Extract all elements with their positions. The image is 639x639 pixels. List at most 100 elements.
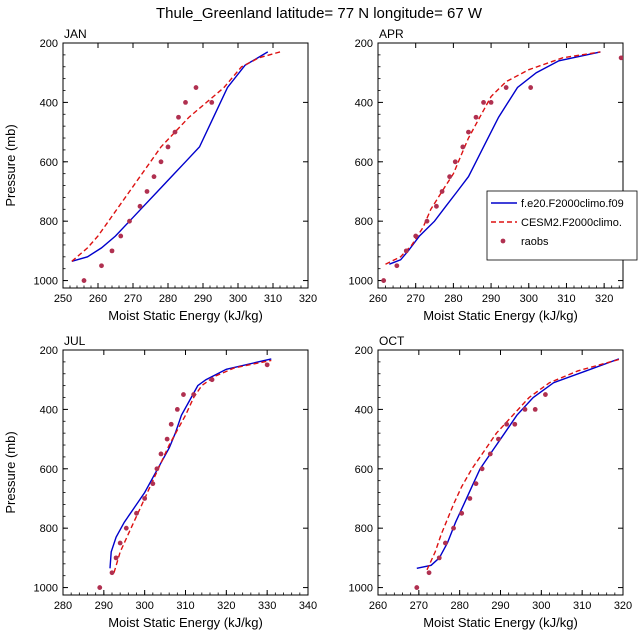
- y-axis-label: Pressure (mb): [3, 431, 18, 513]
- raobs-point: [113, 555, 119, 561]
- raobs-point: [144, 189, 150, 194]
- y-tick-label: 400: [40, 97, 58, 109]
- plot-frame: [377, 42, 624, 289]
- x-tick-label: 270: [124, 293, 142, 305]
- raobs-point: [109, 248, 115, 254]
- y-tick-label: 1000: [349, 276, 373, 288]
- raobs-point: [434, 203, 439, 209]
- raobs-point: [452, 159, 458, 165]
- raobs-point: [442, 540, 448, 546]
- legend-marker: [500, 238, 506, 244]
- cesm2-line: [426, 358, 620, 571]
- x-tick-label: 280: [444, 293, 462, 305]
- x-tick-label: 270: [410, 600, 428, 612]
- x-tick-label: 320: [614, 600, 632, 612]
- cesm2-line: [71, 51, 281, 262]
- raobs-point: [164, 436, 170, 442]
- raobs-point: [496, 436, 501, 442]
- raobs-point: [117, 540, 123, 546]
- x-tick-label: 300: [520, 293, 538, 305]
- raobs-point: [137, 203, 143, 209]
- raobs-point: [403, 248, 409, 254]
- raobs-point: [118, 233, 124, 239]
- y-tick-label: 1000: [34, 583, 58, 595]
- x-tick-label: 270: [407, 293, 425, 305]
- raobs-point: [618, 55, 623, 61]
- x-axis-label: Moist Static Energy (kJ/kg): [108, 308, 263, 323]
- y-tick-label: 200: [355, 345, 373, 357]
- raobs-point: [436, 555, 442, 561]
- raobs-point: [504, 421, 510, 427]
- raobs-point: [439, 189, 445, 194]
- panel-title: OCT: [379, 334, 405, 348]
- raobs-point: [154, 466, 160, 472]
- raobs-point: [174, 406, 180, 412]
- raobs-point: [479, 466, 485, 472]
- raobs-point: [81, 278, 87, 283]
- x-tick-label: 260: [369, 600, 387, 612]
- raobs-point: [532, 406, 538, 412]
- f-e20-line: [389, 51, 601, 265]
- raobs-point: [459, 510, 465, 516]
- raobs-point: [451, 525, 456, 531]
- raobs-point: [487, 451, 493, 457]
- y-tick-label: 800: [355, 523, 373, 535]
- raobs-point: [109, 570, 115, 576]
- raobs-point: [488, 99, 494, 105]
- raobs-point: [414, 585, 420, 590]
- y-tick-label: 1000: [349, 583, 373, 595]
- x-tick-label: 310: [176, 600, 194, 612]
- x-tick-label: 330: [258, 600, 276, 612]
- x-tick-label: 340: [299, 600, 317, 612]
- y-axis-label: Pressure (mb): [3, 124, 18, 206]
- x-axis-label: Moist Static Energy (kJ/kg): [108, 615, 263, 630]
- raobs-point: [481, 99, 486, 105]
- f-e20-line: [71, 51, 269, 262]
- panel-apr: 260 270 280 290 300 310 320 200 400 600 800 1000 APR…: [349, 27, 624, 323]
- y-tick-label: 200: [355, 38, 373, 50]
- x-tick-label: 310: [573, 600, 591, 612]
- x-tick-label: 290: [491, 600, 509, 612]
- y-tick-label: 800: [40, 523, 58, 535]
- x-tick-label: 280: [450, 600, 468, 612]
- plot-frame: [377, 349, 624, 596]
- raobs-point: [158, 451, 164, 457]
- panel-oct: 260 270 280 290 300 310 320 200 400 600 800 1000 OCT…: [349, 334, 633, 630]
- x-axis-label: Moist Static Energy (kJ/kg): [423, 308, 578, 323]
- raobs-point: [460, 144, 466, 150]
- panel-jan: 250 260 270 280 290 300 310 320 200 400 600 800 1000…: [3, 27, 317, 323]
- x-tick-label: 300: [532, 600, 550, 612]
- raobs-point: [447, 174, 453, 180]
- raobs-point: [165, 144, 171, 150]
- y-tick-label: 200: [40, 345, 58, 357]
- raobs-point: [512, 421, 518, 427]
- y-tick-label: 600: [355, 157, 373, 169]
- raobs-point: [176, 114, 181, 120]
- raobs-point: [413, 233, 419, 239]
- panel-title: JUL: [64, 334, 86, 348]
- x-tick-label: 320: [217, 600, 235, 612]
- raobs-point: [134, 510, 139, 516]
- x-tick-label: 310: [264, 293, 282, 305]
- x-tick-label: 260: [89, 293, 107, 305]
- raobs-point: [142, 496, 148, 501]
- x-tick-label: 300: [135, 600, 153, 612]
- raobs-point: [127, 218, 132, 224]
- raobs-point: [503, 85, 509, 90]
- panels: 250 260 270 280 290 300 310 320 200 400 600 800 1000…: [3, 27, 632, 630]
- y-tick-label: 400: [355, 97, 373, 109]
- panel-title: APR: [379, 27, 404, 41]
- raobs-point: [209, 99, 215, 105]
- f-e20-line: [416, 358, 620, 569]
- raobs-point: [543, 392, 548, 397]
- raobs-point: [522, 406, 528, 412]
- raobs-point: [183, 99, 188, 105]
- raobs-point: [123, 525, 129, 531]
- raobs-point: [467, 496, 473, 501]
- y-tick-label: 600: [40, 464, 58, 476]
- figure-title: Thule_Greenland latitude= 77 N longitude…: [156, 5, 483, 22]
- raobs-point: [466, 129, 471, 135]
- raobs-point: [97, 585, 103, 590]
- y-tick-label: 800: [40, 216, 58, 228]
- y-tick-label: 600: [40, 157, 58, 169]
